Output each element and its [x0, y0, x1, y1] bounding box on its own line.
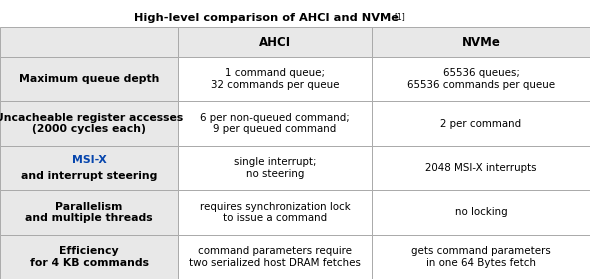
- Text: gets command parameters
in one 64 Bytes fetch: gets command parameters in one 64 Bytes …: [411, 246, 551, 268]
- Text: MSI-X: MSI-X: [71, 155, 106, 165]
- Bar: [0, 190, 178, 235]
- Bar: [178, 101, 372, 146]
- Text: 6 per non-queued command;
9 per queued command: 6 per non-queued command; 9 per queued c…: [200, 113, 350, 134]
- Text: no locking: no locking: [455, 207, 507, 217]
- Bar: [0, 101, 178, 146]
- Text: command parameters require
two serialized host DRAM fetches: command parameters require two serialize…: [189, 246, 361, 268]
- Text: Parallelism
and multiple threads: Parallelism and multiple threads: [25, 202, 153, 223]
- Text: Uncacheable register accesses
(2000 cycles each): Uncacheable register accesses (2000 cycl…: [0, 113, 183, 134]
- Bar: [178, 235, 372, 279]
- Text: requires synchronization lock
to issue a command: requires synchronization lock to issue a…: [199, 202, 350, 223]
- Bar: [0, 57, 178, 101]
- Text: 2 per command: 2 per command: [441, 119, 522, 129]
- Text: High-level comparison of AHCI and NVMe: High-level comparison of AHCI and NVMe: [135, 13, 399, 23]
- Bar: [372, 101, 590, 146]
- Text: 2048 MSI-X interrupts: 2048 MSI-X interrupts: [425, 163, 537, 173]
- Bar: [372, 57, 590, 101]
- Text: and interrupt steering: and interrupt steering: [21, 170, 157, 181]
- Bar: [178, 190, 372, 235]
- Text: NVMe: NVMe: [461, 35, 500, 49]
- Bar: [178, 57, 372, 101]
- Bar: [372, 190, 590, 235]
- Bar: [372, 146, 590, 190]
- Text: 65536 queues;
65536 commands per queue: 65536 queues; 65536 commands per queue: [407, 68, 555, 90]
- Text: AHCI: AHCI: [259, 35, 291, 49]
- Bar: [372, 27, 590, 57]
- Text: Maximum queue depth: Maximum queue depth: [19, 74, 159, 84]
- Text: single interrupt;
no steering: single interrupt; no steering: [234, 157, 316, 179]
- Bar: [372, 235, 590, 279]
- Bar: [0, 235, 178, 279]
- Text: 1 command queue;
32 commands per queue: 1 command queue; 32 commands per queue: [211, 68, 339, 90]
- Text: [1]: [1]: [395, 12, 405, 21]
- Bar: [0, 27, 178, 57]
- Bar: [178, 146, 372, 190]
- Text: Efficiency
for 4 KB commands: Efficiency for 4 KB commands: [30, 246, 149, 268]
- Bar: [178, 27, 372, 57]
- Bar: [0, 146, 178, 190]
